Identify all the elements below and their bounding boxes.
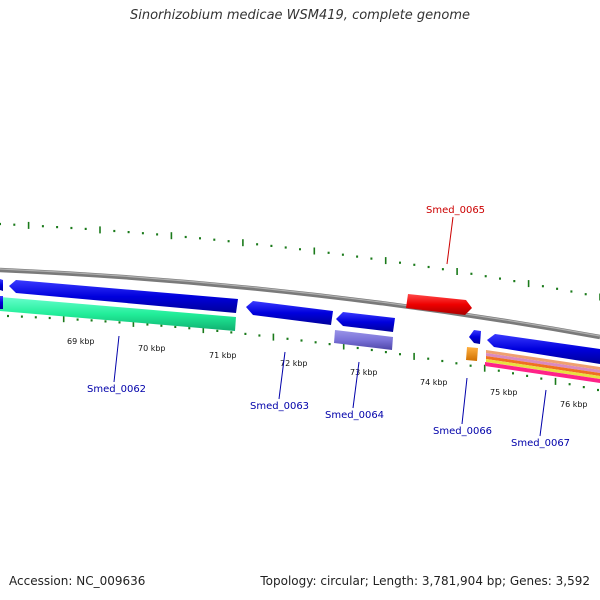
gene-label-smed-0065[interactable]: Smed_0065 bbox=[426, 205, 485, 216]
gene-arrow-smed-0067[interactable] bbox=[487, 334, 600, 364]
kbp-label: 76 kbp bbox=[560, 400, 588, 409]
inner-tick-track bbox=[7, 314, 599, 392]
accession-text: Accession: NC_009636 bbox=[9, 574, 146, 588]
outer-tick-track bbox=[0, 221, 600, 301]
feature-bar-purple bbox=[334, 330, 393, 350]
kbp-label: 70 kbp bbox=[138, 344, 166, 353]
feature-bars-stack bbox=[485, 350, 600, 383]
kbp-label: 73 kbp bbox=[350, 368, 378, 377]
kbp-label: 74 kbp bbox=[420, 378, 448, 387]
gene-arrow-smed-0066[interactable] bbox=[469, 330, 481, 344]
feature-bar-orange bbox=[466, 347, 478, 361]
gene-arrow-smed-0065[interactable] bbox=[406, 294, 472, 315]
feature-bar-teal bbox=[0, 297, 236, 331]
map-title: Sinorhizobium medicae WSM419, complete g… bbox=[129, 8, 471, 23]
kbp-label: 69 kbp bbox=[67, 337, 95, 346]
gene-arrow-smed-0063[interactable] bbox=[246, 301, 333, 325]
genome-backbone bbox=[0, 267, 600, 340]
gene-label-smed-0062[interactable]: Smed_0062 bbox=[87, 384, 146, 395]
gene-label-smed-0064[interactable]: Smed_0064 bbox=[325, 410, 384, 421]
kbp-label: 72 kbp bbox=[280, 359, 308, 368]
kbp-label: 71 kbp bbox=[209, 351, 237, 360]
gene-arrow-left-edge[interactable] bbox=[0, 279, 3, 291]
gene-label-smed-0066[interactable]: Smed_0066 bbox=[433, 426, 492, 437]
gene-label-smed-0067[interactable]: Smed_0067 bbox=[511, 438, 570, 449]
gene-leader-lines bbox=[113, 216, 547, 437]
topology-text: Topology: circular; Length: 3,781,904 bp… bbox=[260, 574, 590, 588]
gene-arrow-smed-0064[interactable] bbox=[336, 312, 395, 332]
feature-bar-left-blue bbox=[0, 296, 3, 309]
gene-arrow-1[interactable] bbox=[9, 280, 238, 313]
kbp-label: 75 kbp bbox=[490, 388, 518, 397]
gene-label-smed-0063[interactable]: Smed_0063 bbox=[250, 401, 309, 412]
